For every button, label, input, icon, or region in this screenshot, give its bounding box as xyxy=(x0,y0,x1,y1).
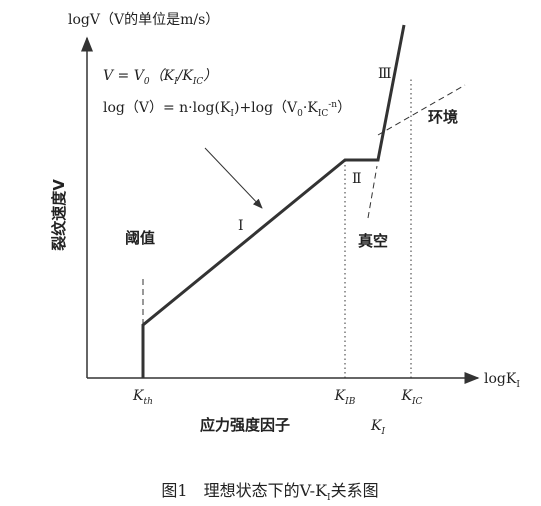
text-segment: -n xyxy=(328,100,337,110)
formula: V = V0（KI/KIC） xyxy=(103,68,217,87)
region-label: 阈值 xyxy=(125,229,155,247)
text-segment: IC xyxy=(318,109,329,119)
text-segment: ） xyxy=(337,100,351,116)
environment-dash xyxy=(377,84,466,136)
text-segment: log（V）= n·log(K xyxy=(103,100,231,116)
text-segment: /K xyxy=(176,68,195,84)
x-axis-subtitle: KI xyxy=(370,418,385,437)
text-segment: 图1 理想状态下的V-K xyxy=(161,481,328,500)
text-segment: IB xyxy=(344,397,356,407)
x-tick-label: KIB xyxy=(334,388,356,407)
vacuum-dash xyxy=(367,165,378,219)
caption: 图1 理想状态下的V-KI关系图 xyxy=(161,481,378,503)
pointer-arrow xyxy=(204,147,263,209)
region-label: 真空 xyxy=(358,232,388,250)
stage-label: Ⅲ xyxy=(378,66,392,82)
x-axis-label: logKI xyxy=(484,371,520,390)
labels: logV（V的单位是m/s）V = V0（KI/KIC）log（V）= n·lo… xyxy=(50,12,520,503)
text-segment: logV（V的单位是m/s） xyxy=(68,12,219,28)
text-segment: K xyxy=(370,418,383,434)
text-segment: 关系图 xyxy=(331,481,379,500)
text-segment: I xyxy=(516,380,520,390)
text-segment: （K xyxy=(150,68,176,84)
formula: log（V）= n·log(KI)+log（V0·KIC-n） xyxy=(103,100,351,119)
x-axis-title: 应力强度因子 xyxy=(200,416,290,434)
v-k-curve xyxy=(141,24,406,378)
text-segment: I xyxy=(173,77,178,87)
text-segment: logK xyxy=(484,371,517,387)
text-segment: IC xyxy=(192,77,204,87)
diagram-lines xyxy=(81,24,480,384)
text-segment: I xyxy=(380,427,385,437)
region-label: 环境 xyxy=(428,108,458,126)
text-segment: V = V xyxy=(103,68,146,84)
text-segment: )+log（V xyxy=(234,100,298,116)
text-segment: 0 xyxy=(297,109,303,119)
text-segment: ·K xyxy=(303,100,318,116)
stage-label: Ⅱ xyxy=(352,171,362,187)
text-segment: th xyxy=(144,397,153,407)
y-axis-title: 裂纹速度V xyxy=(50,179,68,252)
x-tick-label: KIC xyxy=(401,388,423,407)
text-segment: 0 xyxy=(144,77,150,87)
text-segment: K xyxy=(334,388,347,404)
x-tick-label: Kth xyxy=(132,388,153,407)
stage-label: Ⅰ xyxy=(238,218,244,234)
text-segment: I xyxy=(230,109,234,119)
text-segment: ） xyxy=(203,68,217,84)
y-axis-label: logV（V的单位是m/s） xyxy=(68,12,219,28)
text-segment: IC xyxy=(411,397,423,407)
text-segment: K xyxy=(132,388,145,404)
text-segment: I xyxy=(327,493,331,503)
text-segment: K xyxy=(401,388,414,404)
